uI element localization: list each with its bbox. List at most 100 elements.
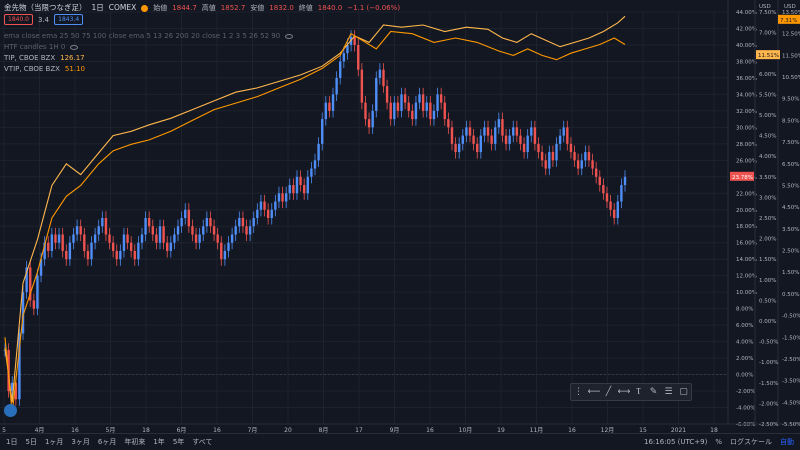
candle <box>173 234 176 243</box>
candle <box>256 209 259 218</box>
horizontal-ray-icon[interactable]: ⟵ <box>587 387 601 397</box>
right-outer-axis-tick: 1.50% <box>782 270 799 276</box>
right-inner-axis-tick: 0.00% <box>759 319 776 325</box>
candle <box>400 94 403 111</box>
right-inner-axis-tick: -1.00% <box>759 360 778 366</box>
vtip-label[interactable]: VTIP, CBOE BZX <box>4 65 60 73</box>
candle <box>439 94 443 103</box>
candle <box>429 102 432 120</box>
buy-price-button[interactable]: 1843.4 <box>54 14 84 25</box>
candle <box>447 119 450 128</box>
candle <box>212 226 216 235</box>
sell-price-button[interactable]: 1840.0 <box>4 14 33 25</box>
symbol-title[interactable]: 金先物（当限つなぎ足） <box>4 3 87 12</box>
clock-label[interactable]: 16:16:05 (UTC+9) <box>644 438 708 446</box>
period-button[interactable]: 5日 <box>25 438 37 446</box>
trend-line-icon[interactable]: ╱ <box>605 387 612 397</box>
right-outer-axis-tick: 0.50% <box>782 292 799 298</box>
right-inner-axis-tick: 3.50% <box>759 175 776 181</box>
gold-price-tag <box>730 171 754 181</box>
candle <box>540 152 544 161</box>
period-button[interactable]: 年初来 <box>124 438 146 446</box>
candle <box>241 218 245 227</box>
left-axis-tick: 32.00% <box>736 109 757 115</box>
x-axis-tick: 5 <box>2 427 6 434</box>
left-axis-tick: 38.00% <box>736 59 757 65</box>
x-axis-tick: 9月 <box>390 427 400 434</box>
candle <box>382 69 385 87</box>
interval-label[interactable]: 1日 <box>91 3 104 12</box>
ema-indicator-label[interactable]: ema close ema 25 50 75 100 close ema 5 1… <box>4 32 281 40</box>
candle <box>191 226 194 235</box>
candle <box>144 218 147 235</box>
right-inner-unit: USD <box>759 4 771 10</box>
candle <box>284 193 288 202</box>
candle <box>292 185 295 194</box>
tradingview-logo[interactable] <box>4 404 17 417</box>
candle <box>512 127 515 136</box>
right-outer-axis-tick: -5.50% <box>782 422 800 428</box>
tip-label[interactable]: TIP, CBOE BZX <box>4 54 56 62</box>
candle <box>436 94 439 111</box>
drag-handle-icon[interactable]: ⋮ <box>574 387 583 397</box>
candle <box>227 242 230 251</box>
candle <box>220 242 223 260</box>
candle <box>342 53 346 62</box>
auto-scale-toggle[interactable]: 自動 <box>780 438 794 446</box>
extended-line-icon[interactable]: ⟷ <box>617 387 631 397</box>
period-button[interactable]: 3ヶ月 <box>71 438 90 446</box>
period-button[interactable]: 1年 <box>153 438 165 446</box>
right-inner-axis-tick: 5.50% <box>759 92 776 98</box>
candle <box>86 250 90 260</box>
left-axis-tick: 42.00% <box>736 26 757 32</box>
eye-icon[interactable] <box>70 44 79 50</box>
vtip-price-tag-text: 7.31% <box>780 18 797 24</box>
candle <box>119 250 122 260</box>
candle <box>68 242 72 260</box>
candle <box>187 209 191 227</box>
period-button[interactable]: 6ヶ月 <box>97 438 117 446</box>
right-inner-axis-tick: 2.50% <box>759 216 776 222</box>
right-outer-unit: USD <box>784 4 796 10</box>
candle <box>371 110 374 128</box>
candle <box>277 193 281 202</box>
candle <box>490 135 493 144</box>
candle <box>324 102 328 120</box>
period-button[interactable]: 5年 <box>172 438 185 446</box>
candle <box>295 176 299 194</box>
fib-icon[interactable]: ☰ <box>664 387 673 397</box>
rectangle-icon[interactable]: ▢ <box>679 387 688 397</box>
change-value: −1.1 (−0.06%) <box>347 4 401 12</box>
right-inner-axis-tick: 1.50% <box>759 257 776 263</box>
right-outer-axis-tick: 10.50% <box>782 75 800 81</box>
log-scale-toggle[interactable]: ログスケール <box>730 438 772 446</box>
candle <box>205 218 209 227</box>
low-label: 安値 <box>250 4 265 12</box>
left-axis-tick: 44.00% <box>736 10 757 16</box>
x-axis-tick: 5月 <box>106 427 116 434</box>
candle <box>454 143 457 153</box>
eye-icon[interactable] <box>285 33 294 39</box>
left-axis-tick: 14.00% <box>736 257 757 263</box>
htf-candles-indicator-label[interactable]: HTF candles 1H 0 <box>4 43 66 51</box>
candle <box>461 135 464 144</box>
candle <box>450 127 454 144</box>
period-button[interactable]: 1日 <box>6 438 18 446</box>
candle <box>519 135 522 144</box>
period-button[interactable]: すべて <box>192 438 213 446</box>
left-axis-tick: -2.00% <box>736 389 755 395</box>
left-axis-tick: 16.00% <box>736 241 757 247</box>
brush-icon[interactable]: ✎ <box>649 387 658 397</box>
candle <box>515 127 519 136</box>
percent-scale-toggle[interactable]: % <box>715 438 722 446</box>
period-button[interactable]: 1ヶ月 <box>44 438 64 446</box>
candle <box>75 226 79 235</box>
candle <box>302 185 306 194</box>
left-axis-tick: 8.00% <box>736 307 753 313</box>
left-axis-tick: 36.00% <box>736 76 757 82</box>
text-cursor-icon[interactable]: Ⲧ <box>635 387 642 397</box>
left-axis-tick: 26.00% <box>736 158 757 164</box>
candle <box>339 61 342 78</box>
right-outer-axis-tick: 9.50% <box>782 97 799 103</box>
